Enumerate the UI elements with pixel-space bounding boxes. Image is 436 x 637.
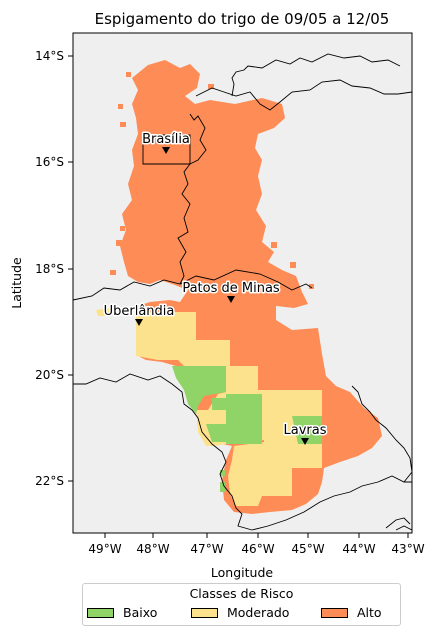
city-marker-icon <box>227 296 235 303</box>
city-label: Lavras <box>284 423 327 438</box>
y-axis-label: Latitude <box>9 257 24 309</box>
city-lavras: Lavras <box>282 422 328 445</box>
legend-title: Classes de Risco <box>189 586 294 601</box>
y-axis: 14°S 16°S 18°S 20°S 22°S Latitude <box>9 49 73 488</box>
x-tick-label: 47°W <box>190 542 223 556</box>
x-tick-label: 46°W <box>241 542 274 556</box>
y-tick-label: 22°S <box>35 474 64 488</box>
city-patos-de-minas: Patos de Minas <box>181 280 281 303</box>
city-uberlandia: Uberlândia <box>102 303 176 326</box>
y-tick-label: 20°S <box>35 368 64 382</box>
x-tick-label: 43°W <box>391 542 424 556</box>
x-tick-label: 48°W <box>136 542 169 556</box>
x-tick-label: 49°W <box>88 542 121 556</box>
legend-item-alto: Alto <box>321 605 382 620</box>
x-tick-label: 45°W <box>291 542 324 556</box>
y-tick-label: 14°S <box>35 49 64 63</box>
legend-swatch-moderado <box>191 607 218 618</box>
city-brasilia: Brasília <box>141 131 191 154</box>
legend-item-moderado: Moderado <box>191 605 289 620</box>
legend-swatch-alto <box>321 607 348 618</box>
risk-baixo-region <box>172 366 322 492</box>
x-axis-label: Longitude <box>211 565 273 580</box>
y-tick-label: 18°S <box>35 262 64 276</box>
city-marker-icon <box>162 147 170 154</box>
city-label: Uberlândia <box>104 304 175 319</box>
y-tick-label: 16°S <box>35 155 64 169</box>
city-label: Patos de Minas <box>182 281 280 296</box>
legend-label: Alto <box>357 605 382 620</box>
x-axis: 49°W 48°W 47°W 46°W 45°W 44°W 43°W Longi… <box>88 533 425 580</box>
legend-item-baixo: Baixo <box>87 605 157 620</box>
state-borders <box>72 53 413 531</box>
city-marker-icon <box>135 319 143 326</box>
map-area: Brasília Patos de Minas Uberlândia Lavra… <box>72 32 413 534</box>
legend: Classes de Risco Baixo Moderado Alto <box>82 583 401 626</box>
legend-swatch-baixo <box>87 607 114 618</box>
city-label: Brasília <box>142 132 190 147</box>
map-title: Espigamento do trigo de 09/05 a 12/05 <box>95 10 390 28</box>
legend-label: Baixo <box>123 605 158 620</box>
x-tick-label: 44°W <box>342 542 375 556</box>
legend-label: Moderado <box>227 605 290 620</box>
city-marker-icon <box>301 438 309 445</box>
map-frame <box>72 32 413 534</box>
